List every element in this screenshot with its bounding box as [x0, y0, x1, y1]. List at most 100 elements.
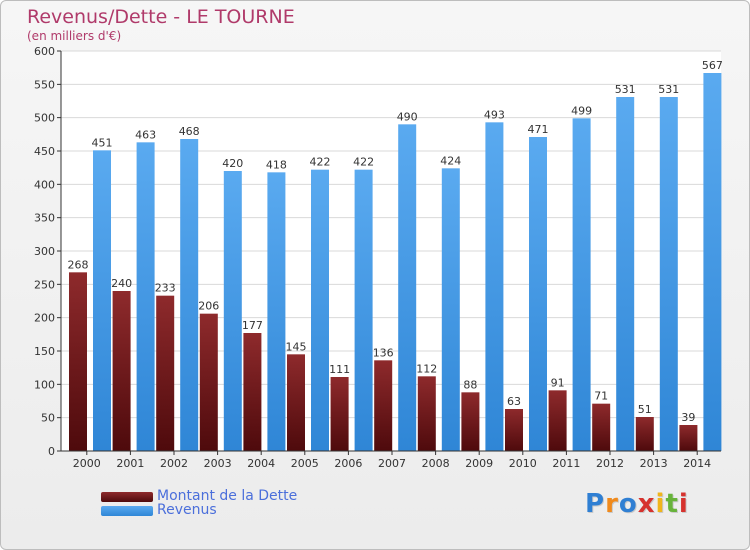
x-tick-label: 2011 [552, 457, 580, 470]
data-labels: 268 451 240 463 233 468 206 420 177 418 145 422 111 4… [68, 59, 723, 424]
logo-letter: i [655, 489, 666, 519]
data-label-dette: 51 [638, 403, 652, 416]
data-label-dette: 206 [198, 300, 219, 313]
x-tick-label: 2012 [596, 457, 624, 470]
data-label-revenus: 493 [484, 108, 505, 121]
data-label-revenus: 422 [310, 156, 331, 169]
data-label-revenus: 490 [397, 110, 418, 123]
legend-swatch-revenus [101, 506, 153, 516]
data-label-revenus: 418 [266, 158, 287, 171]
bar-revenus [572, 118, 591, 451]
x-tick-label: 2000 [73, 457, 101, 470]
data-label-dette: 71 [594, 390, 608, 403]
bar-dette [199, 313, 218, 451]
logo-letter: r [605, 489, 619, 519]
x-tick-label: 2009 [465, 457, 493, 470]
bar-dette [156, 295, 175, 451]
x-tick-label: 2003 [204, 457, 232, 470]
logo-letter: x [637, 489, 656, 519]
data-label-dette: 145 [286, 340, 307, 353]
data-label-dette: 91 [551, 376, 565, 389]
x-tick-label: 2013 [640, 457, 668, 470]
y-tick-label: 0 [48, 445, 55, 458]
y-tick-label: 250 [34, 278, 55, 291]
data-label-revenus: 531 [658, 83, 679, 96]
bar-revenus [180, 139, 199, 451]
bar-revenus [616, 97, 635, 451]
data-label-dette: 268 [68, 258, 89, 271]
logo-letter: i [678, 489, 689, 519]
bar-revenus [136, 142, 155, 452]
data-label-dette: 112 [416, 362, 437, 375]
y-tick-label: 400 [34, 178, 55, 191]
proxiti-logo: Proxiti [585, 489, 689, 519]
legend-label-revenus: Revenus [157, 502, 217, 518]
bar-revenus [354, 169, 373, 451]
bar-dette [417, 376, 436, 451]
x-tick-label: 2004 [247, 457, 275, 470]
x-tick-label: 2005 [291, 457, 319, 470]
bar-dette [69, 272, 87, 451]
y-tick-label: 500 [34, 112, 55, 125]
axes: 0 50 100 150 200 250 300 350 400 450 500 550 600 2000… [34, 45, 721, 470]
bar-revenus [485, 122, 504, 451]
bar-revenus [441, 168, 460, 452]
x-tick-label: 2006 [334, 457, 362, 470]
data-label-dette: 111 [329, 363, 350, 376]
bar-dette [287, 354, 305, 451]
y-tick-label: 550 [34, 78, 55, 91]
bar-dette [461, 392, 480, 451]
chart-subtitle: (en milliers d'€) [27, 29, 122, 43]
x-tick-label: 2001 [116, 457, 144, 470]
data-label-dette: 136 [373, 346, 394, 359]
bar-revenus [529, 137, 547, 451]
data-label-revenus: 567 [702, 59, 723, 72]
data-label-dette: 39 [681, 411, 695, 424]
bar-dette [679, 425, 698, 451]
bar-dette [330, 377, 349, 451]
bar-revenus [311, 169, 329, 451]
bar-dette [592, 403, 611, 451]
data-label-revenus: 468 [179, 125, 200, 138]
data-label-revenus: 463 [135, 128, 156, 141]
bar-dette [243, 333, 262, 451]
bar-revenus [703, 73, 722, 451]
y-tick-label: 450 [34, 145, 55, 158]
logo-letter: P [585, 489, 606, 519]
bar-dette [505, 409, 523, 451]
data-label-revenus: 422 [353, 156, 374, 169]
chart-title: Revenus/Dette - LE TOURNE [27, 6, 295, 28]
data-label-revenus: 499 [571, 104, 592, 117]
data-label-revenus: 471 [528, 123, 549, 136]
bar-revenus [267, 172, 286, 452]
x-tick-label: 2008 [422, 457, 450, 470]
data-label-revenus: 420 [222, 157, 243, 170]
data-label-revenus: 531 [615, 83, 636, 96]
bar-dette [112, 291, 131, 451]
logo-letter: o [618, 489, 638, 519]
bar-revenus [659, 97, 678, 451]
y-tick-label: 350 [34, 212, 55, 225]
data-label-revenus: 424 [440, 154, 461, 167]
x-tick-label: 2010 [509, 457, 537, 470]
legend-swatch-dette [101, 492, 153, 502]
y-tick-label: 100 [34, 378, 55, 391]
y-tick-label: 200 [34, 312, 55, 325]
data-label-dette: 88 [463, 378, 477, 391]
data-label-dette: 177 [242, 319, 263, 332]
bars [69, 73, 722, 452]
data-label-revenus: 451 [92, 136, 113, 149]
bar-dette [548, 390, 567, 451]
legend-label-dette: Montant de la Dette [157, 488, 298, 504]
data-label-dette: 63 [507, 395, 521, 408]
bar-revenus [223, 171, 242, 451]
data-label-dette: 240 [111, 277, 132, 290]
y-tick-label: 150 [34, 345, 55, 358]
logo-letter: t [665, 489, 679, 519]
y-tick-label: 600 [34, 45, 55, 58]
x-tick-label: 2014 [683, 457, 711, 470]
x-tick-label: 2007 [378, 457, 406, 470]
y-tick-label: 50 [41, 412, 55, 425]
